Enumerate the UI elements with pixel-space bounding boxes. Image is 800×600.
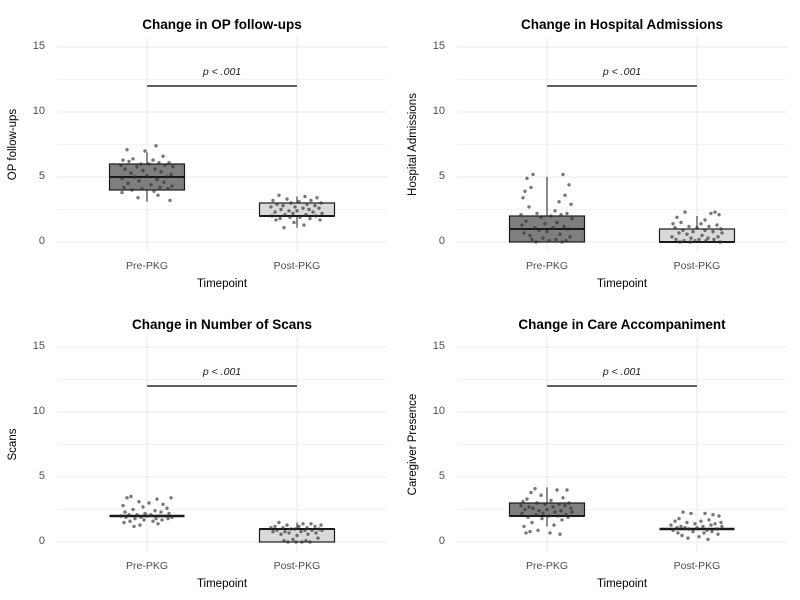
boxplot-group-Post-PKG [658, 210, 736, 244]
panel-care-accompaniment: Change in Care Accompaniment Caregiver P… [400, 300, 800, 600]
boxplot-group-Pre-PKG [508, 172, 586, 244]
x-axis-title: Timepoint [596, 578, 648, 590]
jitter-points [119, 144, 175, 203]
significance-label: p < .001 [202, 366, 242, 378]
x-tick-label-pre: Pre-PKG [125, 260, 168, 272]
y-axis-title: OP follow-ups [7, 108, 19, 181]
x-tick-label-post: Post-PKG [273, 260, 321, 272]
x-axis-title: Timepoint [596, 278, 648, 290]
y-tick-label: 15 [432, 340, 445, 352]
x-tick-label-pre: Pre-PKG [525, 560, 568, 572]
y-axis-title: Hospital Admissions [407, 93, 419, 196]
significance-label: p < .001 [602, 66, 642, 78]
jitter-points [519, 172, 574, 244]
plot-canvas-care-accompaniment [457, 337, 787, 552]
y-tick-label: 15 [432, 40, 445, 52]
panel-scans: Change in Number of Scans Scans p < .001… [0, 300, 400, 600]
y-tick-label: 0 [438, 535, 445, 547]
y-tick-label: 10 [432, 405, 445, 417]
y-tick-label: 0 [38, 535, 45, 547]
boxplot-group-Pre-PKG [508, 487, 586, 536]
plot-canvas-scans [57, 337, 387, 552]
jitter-points [269, 193, 324, 230]
x-tick-label-pre: Pre-PKG [525, 260, 568, 272]
jitter-points [669, 510, 724, 542]
y-tick-label: 10 [32, 105, 45, 117]
y-axis-title: Scans [7, 428, 19, 461]
x-axis-title: Timepoint [196, 578, 248, 590]
jitter-points [269, 520, 324, 544]
y-tick-label: 15 [32, 40, 45, 52]
boxplot-group-Post-PKG [659, 510, 735, 542]
x-tick-label-post: Post-PKG [673, 260, 721, 272]
y-tick-label: 5 [38, 170, 45, 182]
y-axis-title: Caregiver Presence [407, 393, 419, 496]
panel-hospital-admissions: Change in Hospital Admissions Hospital A… [400, 0, 800, 300]
panel-title: Change in Hospital Admissions [520, 17, 724, 32]
x-tick-label-pre: Pre-PKG [125, 560, 168, 572]
boxplot-group-Post-PKG [258, 520, 336, 544]
y-tick-label: 0 [438, 235, 445, 247]
y-tick-label: 15 [32, 340, 45, 352]
x-tick-label-post: Post-PKG [273, 560, 321, 572]
plot-canvas-op-followups [57, 37, 387, 252]
jitter-points [670, 210, 724, 244]
plot-canvas-hospital-admissions [457, 37, 787, 252]
y-tick-label: 5 [438, 470, 445, 482]
boxplot-group-Post-PKG [258, 193, 336, 230]
panel-title: Change in Care Accompaniment [518, 317, 726, 332]
panel-op-followups: Change in OP follow-ups OP follow-ups p … [0, 0, 400, 300]
significance-label: p < .001 [602, 366, 642, 378]
jitter-points [519, 487, 574, 536]
panel-title: Change in Number of Scans [131, 317, 313, 332]
boxplot-group-Pre-PKG [109, 494, 185, 529]
x-axis-title: Timepoint [196, 278, 248, 290]
y-tick-label: 10 [32, 405, 45, 417]
boxplot-group-Pre-PKG [108, 144, 186, 203]
y-tick-label: 0 [38, 235, 45, 247]
y-tick-label: 5 [438, 170, 445, 182]
x-tick-label-post: Post-PKG [673, 560, 721, 572]
y-tick-label: 10 [432, 105, 445, 117]
significance-label: p < .001 [202, 66, 242, 78]
y-tick-label: 5 [38, 470, 45, 482]
panel-title: Change in OP follow-ups [142, 17, 302, 32]
jitter-points [119, 494, 174, 529]
